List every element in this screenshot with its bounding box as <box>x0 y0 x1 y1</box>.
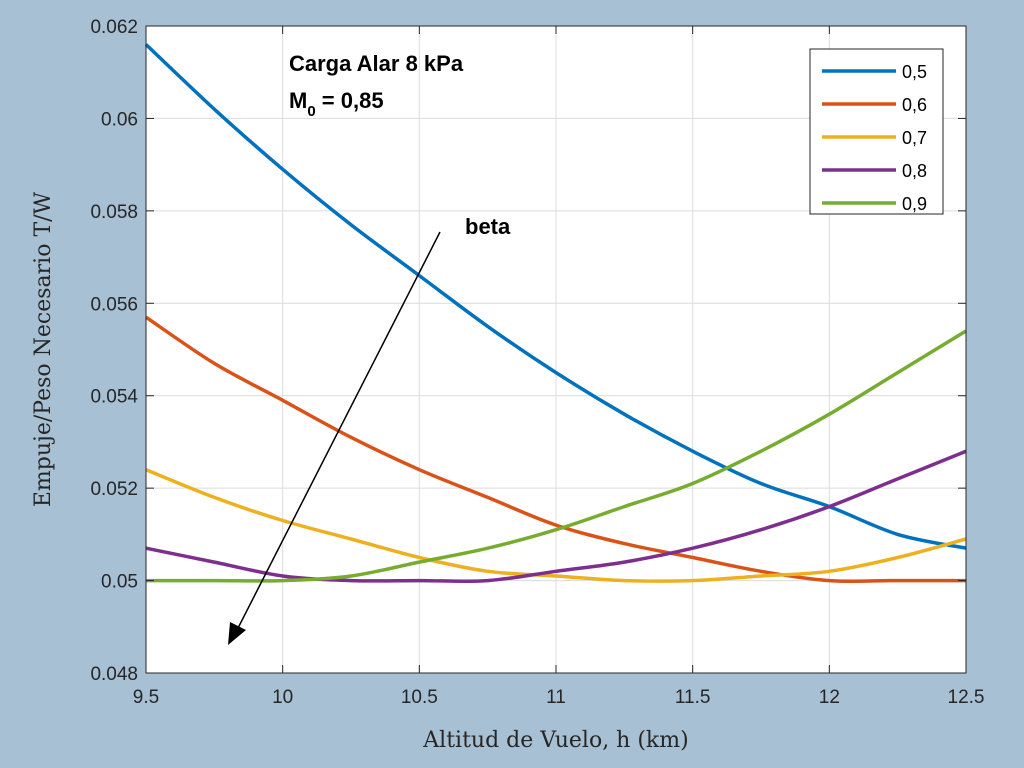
legend-label: 0,7 <box>902 128 927 148</box>
y-tick-label: 0.054 <box>90 387 138 408</box>
series-lines <box>144 43 967 584</box>
y-tick-label: 0.062 <box>90 17 138 38</box>
y-tick-label: 0.048 <box>90 664 138 685</box>
legend-label: 0,9 <box>902 194 927 214</box>
series-line-0-8 <box>145 449 967 584</box>
x-tick-labels: 9.5 10 10.5 11 11.5 12 12.5 <box>133 687 985 708</box>
y-tick-label: 0.056 <box>90 294 138 315</box>
annotation-mach-symbol: M <box>289 88 307 113</box>
y-tick-label: 0.052 <box>90 479 138 500</box>
legend-label: 0,5 <box>902 62 927 82</box>
annotation-mach-subscript: 0 <box>307 103 315 120</box>
legend-label: 0,8 <box>902 161 927 181</box>
series-line-0-6 <box>145 315 966 584</box>
legend: 0,5 0,6 0,7 0,8 0,9 <box>809 48 944 215</box>
series-line-0-9 <box>145 329 967 583</box>
y-tick-label: 0.06 <box>101 109 138 130</box>
x-tick-label: 12.5 <box>948 687 985 708</box>
legend-box <box>809 48 944 215</box>
x-tick-label: 10.5 <box>401 687 438 708</box>
x-tick-label: 12 <box>819 687 840 708</box>
annotation-wing-load: Carga Alar 8 kPa <box>289 51 464 76</box>
annotation-mach: M0 = 0,85 <box>289 88 384 120</box>
x-tick-label: 10 <box>272 687 293 708</box>
legend-label: 0,6 <box>902 95 927 115</box>
x-tick-label: 11.5 <box>675 687 711 708</box>
annotation-mach-value: = 0,85 <box>316 88 384 113</box>
x-tick-label: 11 <box>546 687 566 708</box>
x-tick-label: 9.5 <box>133 687 159 708</box>
y-tick-labels: 0.048 0.05 0.052 0.054 0.056 0.058 0.06 0.062 <box>90 17 138 685</box>
y-axis-label: Empuje/Peso Necesario T/W <box>31 191 56 507</box>
y-tick-label: 0.05 <box>101 572 138 593</box>
x-axis-label: Altitud de Vuelo, h (km) <box>422 728 688 753</box>
series-line-0-7 <box>145 468 967 583</box>
arrow-label-beta: beta <box>465 214 511 239</box>
y-tick-label: 0.058 <box>90 202 138 223</box>
beta-arrow <box>228 231 441 645</box>
axis-ticks <box>145 25 967 674</box>
